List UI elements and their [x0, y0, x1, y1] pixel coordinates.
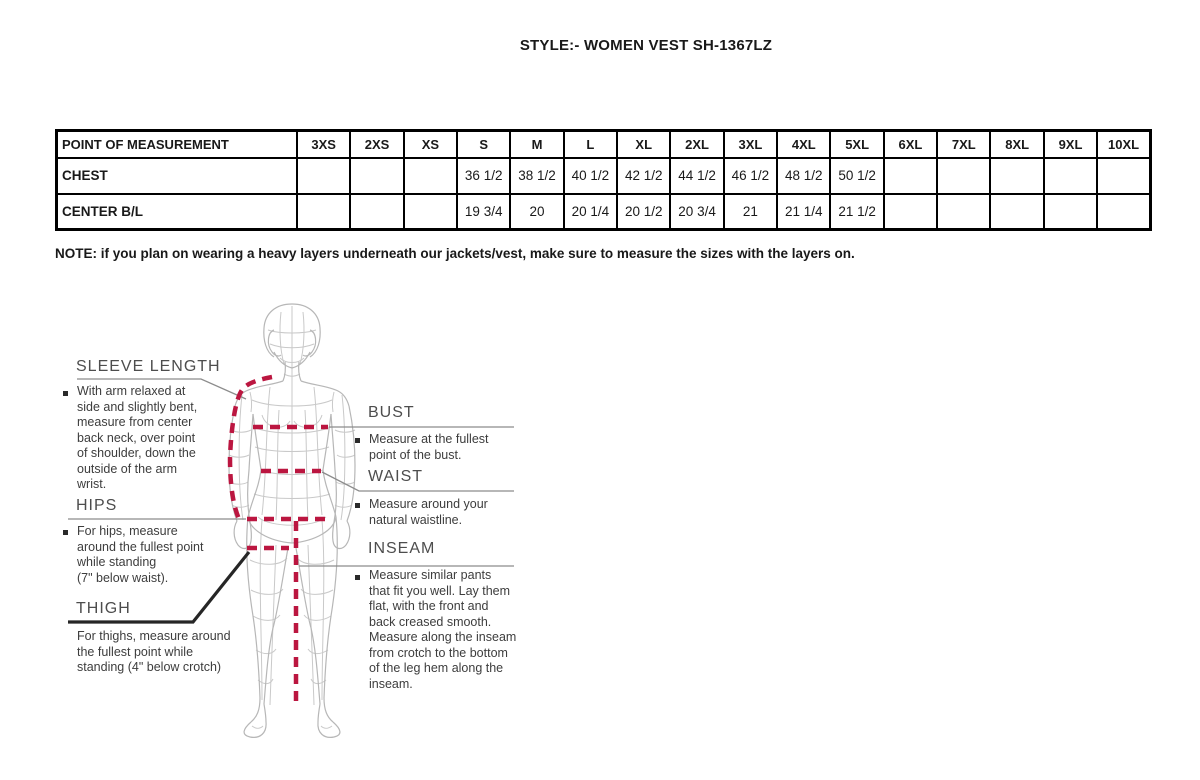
value-cell: 21 1/4 — [776, 192, 832, 231]
size-header-cell: 9XL — [1042, 129, 1099, 159]
value-cell — [989, 156, 1045, 195]
value-cell: 38 1/2 — [509, 156, 565, 195]
bullet-marker — [355, 438, 360, 443]
value-cell — [295, 156, 352, 195]
row-label-cell: CENTER B/L — [55, 192, 298, 231]
value-cell — [402, 156, 459, 195]
value-cell — [936, 156, 992, 195]
size-header-cell: 2XL — [669, 129, 725, 159]
value-cell: 48 1/2 — [776, 156, 832, 195]
hips-description: For hips, measure around the fullest poi… — [77, 524, 204, 585]
size-header-cell: M — [509, 129, 565, 159]
value-cell: 44 1/2 — [669, 156, 725, 195]
value-cell — [295, 192, 352, 231]
value-cell: 20 1/4 — [562, 192, 619, 231]
table-row: CHEST 36 1/2 38 1/2 40 1/2 42 1/2 44 1/2 46 1/… — [55, 156, 1152, 195]
value-cell: 20 3/4 — [669, 192, 725, 231]
figure-outline — [228, 303, 356, 738]
size-table-body: CHEST 36 1/2 38 1/2 40 1/2 42 1/2 44 1/2 46 1/… — [55, 156, 1152, 231]
page-title: STYLE:- WOMEN VEST SH-1367LZ — [519, 37, 773, 54]
size-table-head: POINT OF MEASUREMENT 3XS 2XS XS S M L XL 2XL 3XL 4… — [55, 129, 1152, 159]
size-header-cell: 8XL — [989, 129, 1045, 159]
figure-mesh — [228, 306, 356, 729]
sleeve-measure-line — [227, 374, 273, 520]
value-cell — [1096, 156, 1152, 195]
value-cell: 36 1/2 — [456, 156, 512, 195]
value-cell — [882, 192, 939, 231]
measurement-header-cell: POINT OF MEASUREMENT — [55, 129, 298, 159]
thigh-label: THIGH — [76, 600, 131, 617]
bust-description: Measure at the fullest point of the bust… — [369, 432, 489, 462]
sleeve-length-label: SLEEVE LENGTH — [76, 358, 221, 375]
hips-label: HIPS — [76, 497, 118, 514]
sleeve-length-connector — [77, 378, 247, 400]
size-header-cell: 10XL — [1096, 129, 1152, 159]
value-cell — [936, 192, 992, 231]
size-header-cell: XS — [402, 129, 459, 159]
value-cell — [402, 192, 459, 231]
bullet-marker — [63, 530, 68, 535]
table-row: CENTER B/L 19 3/4 20 20 1/4 20 1/2 20 3/4 21 21… — [55, 192, 1152, 231]
size-header-cell: S — [456, 129, 512, 159]
size-header-cell: L — [562, 129, 619, 159]
waist-connector — [321, 471, 514, 492]
size-header-cell: 2XS — [349, 129, 405, 159]
waist-label: WAIST — [368, 468, 424, 485]
size-header-cell: 3XL — [722, 129, 779, 159]
size-header-cell: 4XL — [776, 129, 832, 159]
value-cell — [1042, 192, 1099, 231]
size-header-cell: 7XL — [936, 129, 992, 159]
value-cell: 20 1/2 — [616, 192, 672, 231]
measurement-diagram — [68, 303, 514, 738]
value-cell — [349, 192, 405, 231]
size-table-header-row: POINT OF MEASUREMENT 3XS 2XS XS S M L XL 2XL 3XL 4… — [55, 129, 1152, 159]
bust-label: BUST — [368, 404, 415, 421]
value-cell — [882, 156, 939, 195]
size-header-cell: 3XS — [295, 129, 352, 159]
value-cell: 50 1/2 — [829, 156, 885, 195]
value-cell: 19 3/4 — [456, 192, 512, 231]
row-label-cell: CHEST — [55, 156, 298, 195]
bullet-marker — [355, 503, 360, 508]
value-cell: 40 1/2 — [562, 156, 619, 195]
size-header-cell: XL — [616, 129, 672, 159]
inseam-label: INSEAM — [368, 540, 436, 557]
value-cell — [1042, 156, 1099, 195]
value-cell: 21 — [722, 192, 779, 231]
size-header-cell: 5XL — [829, 129, 885, 159]
value-cell — [989, 192, 1045, 231]
note-text: NOTE: if you plan on wearing a heavy lay… — [55, 246, 855, 261]
bullet-marker — [355, 575, 360, 580]
sleeve-length-description: With arm relaxed at side and slightly be… — [77, 384, 198, 491]
size-table: POINT OF MEASUREMENT 3XS 2XS XS S M L XL 2XL 3XL 4… — [55, 129, 1152, 231]
value-cell — [349, 156, 405, 195]
value-cell — [1096, 192, 1152, 231]
value-cell: 20 — [509, 192, 565, 231]
waist-description: Measure around your natural waistline. — [369, 497, 488, 527]
size-header-cell: 6XL — [882, 129, 939, 159]
inseam-description: Measure similar pants that fit you well.… — [369, 568, 517, 691]
thigh-description: For thighs, measure around the fullest p… — [77, 629, 231, 674]
thigh-connector — [68, 551, 251, 624]
value-cell: 46 1/2 — [722, 156, 779, 195]
value-cell: 21 1/2 — [829, 192, 885, 231]
bullet-marker — [63, 391, 68, 396]
value-cell: 42 1/2 — [616, 156, 672, 195]
